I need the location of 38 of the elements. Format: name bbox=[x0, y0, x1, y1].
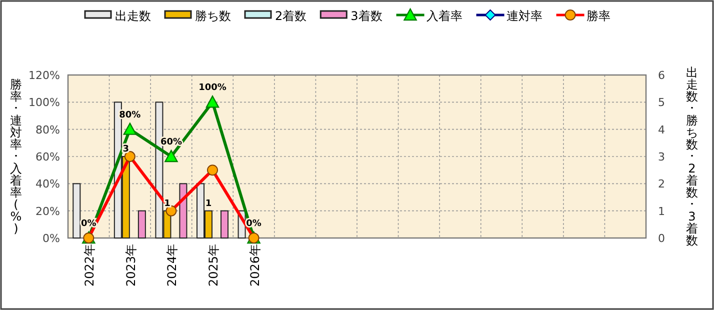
data-label: 1 bbox=[205, 198, 212, 209]
point bbox=[123, 122, 137, 135]
y-tick-label: 120% bbox=[28, 69, 60, 82]
legend-label: 出走数 bbox=[115, 9, 151, 23]
data-label: 3 bbox=[122, 144, 130, 154]
y2-tick-label: 4 bbox=[658, 123, 665, 136]
legend-label: 入着率 bbox=[426, 9, 462, 23]
legend-label: 連対率 bbox=[506, 9, 542, 23]
x-tick-label: 2026年 bbox=[248, 244, 262, 287]
bar bbox=[179, 183, 188, 238]
point bbox=[164, 150, 178, 162]
y-tick-label: 100% bbox=[28, 96, 60, 110]
point bbox=[206, 96, 220, 108]
data-label: 100% bbox=[198, 83, 226, 94]
y2-tick-label: 6 bbox=[658, 69, 665, 82]
x-tick-label: 2025年 bbox=[206, 244, 220, 287]
y-tick-label: 80% bbox=[36, 123, 60, 136]
text: 出走数･勝ち数･2着数･3着数 bbox=[686, 66, 698, 248]
x-tick-label: 2023年 bbox=[124, 244, 138, 287]
y2-tick-label: 2 bbox=[658, 178, 665, 191]
bar bbox=[72, 183, 81, 238]
bar bbox=[220, 210, 228, 238]
y-tick-label: 60% bbox=[36, 150, 60, 164]
y2-tick-label: 3 bbox=[658, 150, 665, 164]
legend-label: 勝率 bbox=[586, 9, 610, 23]
text: 勝率･連対率･入着率(%) bbox=[10, 78, 22, 236]
y-tick-label: 40% bbox=[36, 178, 60, 191]
bar bbox=[138, 210, 146, 238]
y-tick-label: 0% bbox=[42, 232, 60, 245]
y2-tick-label: 0 bbox=[658, 232, 665, 245]
y-tick-label: 20% bbox=[36, 204, 60, 218]
x-tick-label: 2024年 bbox=[165, 244, 180, 287]
x-tick-label: 2022年 bbox=[82, 244, 97, 287]
y2-tick-label: 1 bbox=[658, 204, 665, 218]
legend-label: 3着数 bbox=[350, 9, 382, 23]
legend-label: 2着数 bbox=[275, 9, 307, 23]
legend-label: 勝ち数 bbox=[195, 9, 231, 23]
y2-tick-label: 5 bbox=[658, 96, 665, 110]
